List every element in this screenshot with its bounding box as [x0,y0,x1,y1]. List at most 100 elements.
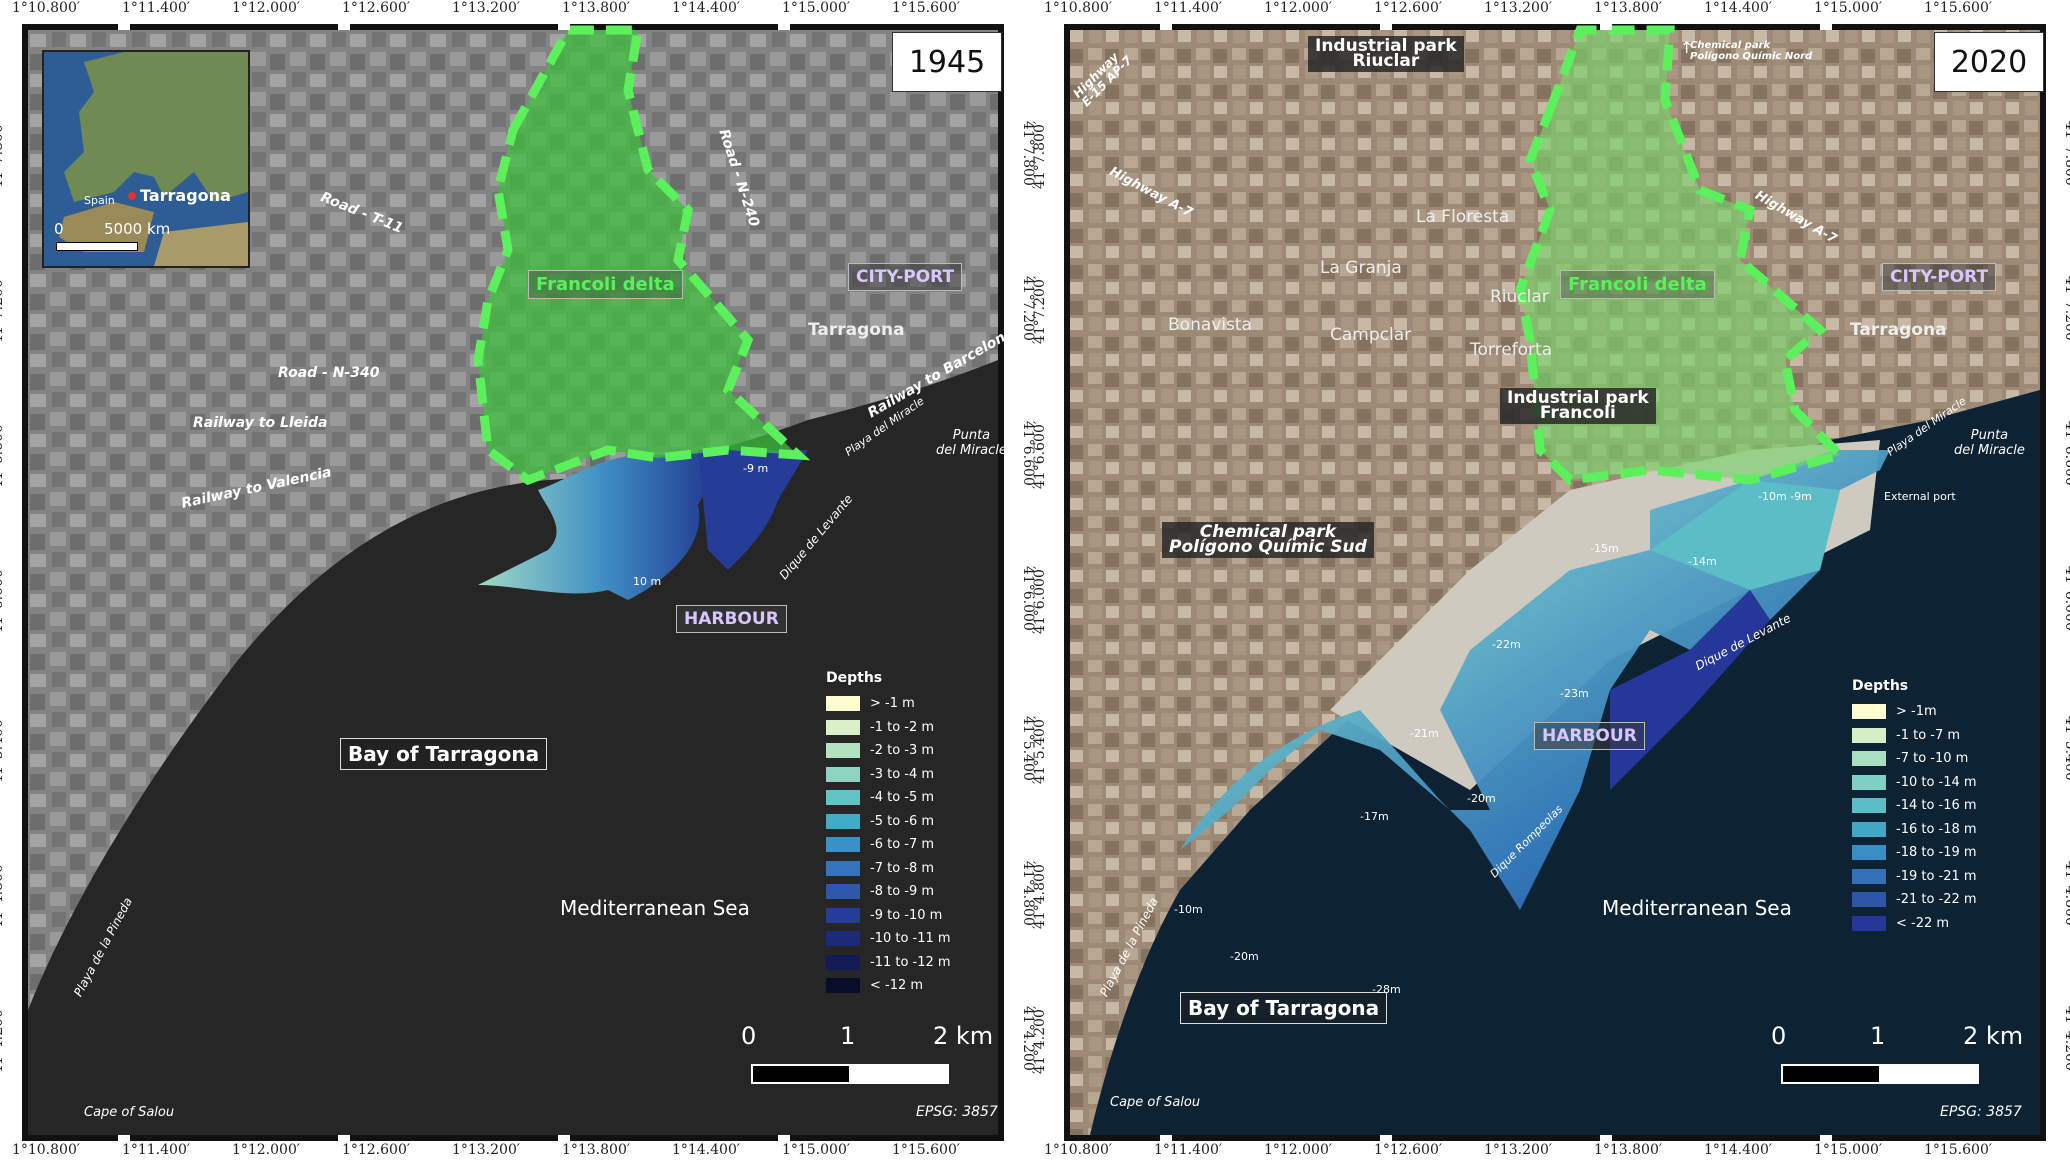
lat-tick: 41°4.800′ [0,860,6,930]
depth-label: -23m [1560,687,1589,700]
lon-tick: 1°15.600′ [1923,1142,1993,1158]
legend-swatch [826,860,860,876]
scale-two-label: 2 km [933,1022,994,1050]
legend-label: -14 to -16 m [1896,798,1977,814]
lat-tick: 41°4.800′ [1032,860,1048,930]
lon-tick: 1°10.800′ [11,0,81,16]
scale-one-label: 1 [840,1022,856,1050]
scale-one-label: 1 [1870,1022,1886,1050]
legend-label: -21 to -22 m [1896,892,1977,908]
legend-item: -1 to -2 m [826,716,951,740]
lat-tick: 41°6.600′ [2062,420,2070,490]
lon-tick: 1°12.600′ [1373,0,1443,16]
year-label: 2020 [1934,32,2044,92]
lon-tick: 1°13.200′ [1483,1142,1553,1158]
legend-swatch [826,907,860,923]
legend-swatch [826,790,860,806]
legend-item: -4 to -5 m [826,786,951,810]
lon-tick: 1°14.400′ [671,1142,741,1158]
legend-swatch [826,696,860,712]
arrow-up-icon: ↑ [1680,38,1694,57]
depth-label: -20m [1230,950,1259,963]
cape-salou-label: Cape of Salou [1110,1095,1201,1110]
legend-item: > -1m [1852,700,1977,724]
sea-1945 [28,360,998,1135]
legend-item: -9 to -10 m [826,904,951,928]
map-panel-2020: 1°10.800′ 1°11.400′ 1°12.000′ 1°12.600′ … [1032,0,2070,1158]
lat-tick: 41°7.800′ [1032,120,1048,190]
lon-tick: 1°12.000′ [1263,1142,1333,1158]
depth-label: 10 m [633,575,662,588]
legend-label: -7 to -8 m [870,860,935,876]
harbour-bathymetry-1945 [478,450,728,600]
legend-swatch [1852,915,1886,931]
punta-miracle-label: Punta del Miracle [936,428,1007,458]
legend-item: -7 to -8 m [826,857,951,881]
legend-swatch [826,837,860,853]
lon-tick: 1°15.000′ [1813,0,1883,16]
torreforta-label: Torreforta [1470,340,1553,360]
legend-item: -16 to -18 m [1852,818,1977,842]
legend-label: -1 to -2 m [870,719,935,735]
epsg-label: EPSG: 3857 [916,1104,998,1120]
legend-item: -7 to -10 m [1852,747,1977,771]
tarragona-label: Tarragona [808,320,905,340]
scalebar-white [849,1064,949,1084]
francoli-delta-label: Francoli delta [528,270,683,299]
industrial-park-riuclar-label: Industrial park Riuclar [1308,36,1464,72]
bonavista-label: Bonavista [1168,315,1252,335]
legend-label: -2 to -3 m [870,743,935,759]
depth-label: -28m [1372,983,1401,996]
lat-tick: 41°4.200′ [2062,1005,2070,1075]
lon-tick: 1°13.800′ [1593,0,1663,16]
depth-label: -20m [1467,792,1496,805]
industrial-park-francoli-label: Industrial park Francoli [1500,388,1656,424]
legend-label: > -1m [1896,704,1937,720]
lon-tick: 1°11.400′ [121,0,191,16]
lon-tick: 1°13.200′ [451,0,521,16]
bay-label: Bay of Tarragona [340,738,548,770]
legend-item: -18 to -19 m [1852,841,1977,865]
depth-legend: Depths > -1m -1 to -7 m -7 to -10 m -10 to … [1852,678,1977,935]
scalebar-black [1781,1064,1881,1084]
lon-tick: 1°13.200′ [1483,0,1553,16]
lon-tick: 1°15.000′ [781,1142,851,1158]
legend-item: -8 to -9 m [826,880,951,904]
riuclar-label: Riuclar [1490,287,1549,307]
legend-swatch [826,978,860,994]
legend-item: -10 to -14 m [1852,771,1977,795]
legend-swatch [1852,821,1886,837]
sea-label: Mediterranean Sea [560,896,750,920]
la-granja-label: La Granja [1320,258,1402,278]
legend-swatch [1852,727,1886,743]
legend-swatch [826,766,860,782]
lat-tick: 41°7.800′ [0,120,6,190]
la-floresta-label: La Floresta [1416,207,1510,227]
legend-label: > -1 m [870,696,915,712]
city-port-label: CITY-PORT [848,263,963,291]
legend-item: > -1 m [826,692,951,716]
frame-ticks [1160,24,1832,1141]
chemical-park-sud-label: Chemical park Polígono Químic Sud [1162,522,1374,558]
legend-swatch [1852,892,1886,908]
city-port-label: CITY-PORT [1882,263,1997,291]
inset-tarragona-label: Tarragona [140,186,231,205]
lat-tick: 41°7.200′ [0,275,6,345]
lat-tick: 41°6.000′ [2062,565,2070,635]
europe-map [59,52,248,266]
legend-label: -3 to -4 m [870,766,935,782]
depth-legend: Depths > -1 m -1 to -2 m -2 to -3 m -3 to -… [826,670,951,998]
legend-swatch [1852,798,1886,814]
year-label: 1945 [892,32,1002,92]
lon-tick: 1°11.400′ [1153,1142,1223,1158]
legend-swatch [1852,751,1886,767]
legend-label: -4 to -5 m [870,790,935,806]
inset-scale-zero: 0 [54,220,64,238]
lon-tick: 1°15.600′ [891,0,961,16]
legend-swatch [826,884,860,900]
legend-item: -19 to -21 m [1852,865,1977,889]
lon-tick: 1°12.000′ [1263,0,1333,16]
legend-item: -2 to -3 m [826,739,951,763]
lon-tick: 1°10.800′ [11,1142,81,1158]
legend-item: -1 to -7 m [1852,724,1977,748]
